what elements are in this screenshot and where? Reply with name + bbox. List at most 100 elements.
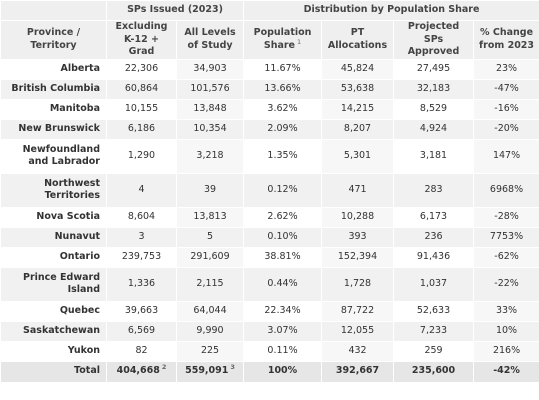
projected-cell: 1,037 [393, 266, 475, 302]
projected-cell: 91,436 [393, 246, 475, 268]
all-levels-cell: 9,990 [175, 320, 245, 342]
change-cell: 147% [473, 138, 539, 174]
total-pt-allocations-cell: 392,667 [321, 360, 395, 383]
col-header-population-share-label: Population Share [253, 27, 312, 51]
total-projected-cell: 235,600 [393, 360, 475, 383]
col-header-change: % Change from 2023 [473, 20, 539, 60]
excluding-cell: 6,186 [106, 118, 177, 140]
province-cell: New Brunswick [0, 118, 107, 140]
footnote-link-3[interactable]: 3 [230, 363, 235, 372]
pt-allocations-cell: 87,722 [321, 300, 395, 322]
province-cell: Manitoba [0, 98, 107, 120]
excluding-cell: 82 [106, 340, 177, 362]
change-cell: 216% [473, 340, 539, 362]
pt-allocations-cell: 53,638 [321, 78, 395, 100]
table-row: New Brunswick 6,186 10,354 2.09% 8,207 4… [0, 118, 539, 140]
study-permit-table: SPs Issued (2023) Distribution by Popula… [0, 0, 539, 383]
projected-cell: 3,181 [393, 138, 475, 174]
excluding-cell: 6,569 [106, 320, 177, 342]
all-levels-cell: 10,354 [175, 118, 245, 140]
total-all-levels-value: 559,091 [185, 365, 229, 377]
excluding-cell: 22,306 [106, 58, 177, 80]
population-share-cell: 13.66% [243, 78, 323, 100]
footnote-link-2[interactable]: 2 [161, 363, 167, 372]
excluding-cell: 3 [106, 226, 177, 248]
pt-allocations-cell: 45,824 [321, 58, 395, 80]
projected-cell: 32,183 [393, 78, 475, 100]
population-share-cell: 38.81% [243, 246, 323, 268]
footnote-link-1[interactable]: 1 [297, 37, 302, 46]
pt-allocations-cell: 10,288 [321, 206, 395, 228]
change-cell: -28% [473, 206, 539, 228]
pt-allocations-cell: 152,394 [321, 246, 395, 268]
population-share-cell: 0.11% [243, 340, 323, 362]
pt-allocations-cell: 471 [321, 172, 395, 208]
province-cell: Saskatchewan [0, 320, 107, 342]
change-cell: -62% [473, 246, 539, 268]
excluding-cell: 10,155 [106, 98, 177, 120]
table-row: Ontario 239,753 291,609 38.81% 152,394 9… [0, 246, 539, 268]
population-share-cell: 22.34% [243, 300, 323, 322]
province-cell: Northwest Territories [0, 172, 107, 208]
projected-cell: 4,924 [393, 118, 475, 140]
change-cell: 10% [473, 320, 539, 342]
province-cell: Nunavut [0, 226, 107, 248]
pt-allocations-cell: 8,207 [321, 118, 395, 140]
excluding-cell: 1,336 [106, 266, 177, 302]
table-body: Alberta 22,306 34,903 11.67% 45,824 27,4… [0, 58, 539, 383]
projected-cell: 259 [393, 340, 475, 362]
excluding-cell: 8,604 [106, 206, 177, 228]
all-levels-cell: 225 [175, 340, 245, 362]
total-change-cell: -42% [473, 360, 539, 383]
province-cell: Ontario [0, 246, 107, 268]
excluding-cell: 60,864 [106, 78, 177, 100]
change-cell: 7753% [473, 226, 539, 248]
header-group-sps-issued: SPs Issued (2023) [105, 0, 245, 21]
projected-cell: 6,173 [393, 206, 475, 228]
total-population-share-cell: 100% [243, 360, 323, 383]
all-levels-cell: 291,609 [175, 246, 245, 268]
population-share-cell: 1.35% [243, 138, 323, 174]
pt-allocations-cell: 5,301 [321, 138, 395, 174]
projected-cell: 283 [393, 172, 475, 208]
province-cell: British Columbia [0, 78, 107, 100]
population-share-cell: 11.67% [243, 58, 323, 80]
table-row: Nova Scotia 8,604 13,813 2.62% 10,288 6,… [0, 206, 539, 228]
table-row: Quebec 39,663 64,044 22.34% 87,722 52,63… [0, 300, 539, 322]
population-share-cell: 3.07% [243, 320, 323, 342]
excluding-cell: 1,290 [106, 138, 177, 174]
total-label-cell: Total [0, 360, 107, 383]
excluding-cell: 39,663 [106, 300, 177, 322]
table-row: Northwest Territories 4 39 0.12% 471 283… [0, 172, 539, 208]
province-cell: Nova Scotia [0, 206, 107, 228]
table-row: Nunavut 3 5 0.10% 393 236 7753% [0, 226, 539, 248]
all-levels-cell: 101,576 [175, 78, 245, 100]
all-levels-cell: 13,813 [175, 206, 245, 228]
change-cell: 23% [473, 58, 539, 80]
population-share-cell: 2.62% [243, 206, 323, 228]
population-share-cell: 0.44% [243, 266, 323, 302]
change-cell: 6968% [473, 172, 539, 208]
table-row: Newfoundland and Labrador 1,290 3,218 1.… [0, 138, 539, 174]
col-header-pt-allocations: PT Allocations [321, 20, 395, 60]
total-all-levels-cell: 559,091 3 [175, 360, 245, 383]
table-row: Prince Edward Island 1,336 2,115 0.44% 1… [0, 266, 539, 302]
population-share-cell: 2.09% [243, 118, 323, 140]
table-row: Saskatchewan 6,569 9,990 3.07% 12,055 7,… [0, 320, 539, 342]
change-cell: -16% [473, 98, 539, 120]
projected-cell: 52,633 [393, 300, 475, 322]
all-levels-cell: 13,848 [175, 98, 245, 120]
change-cell: -47% [473, 78, 539, 100]
change-cell: -20% [473, 118, 539, 140]
pt-allocations-cell: 393 [321, 226, 395, 248]
total-row: Total 404,668 2 559,091 3 100% 392,667 235… [0, 360, 539, 383]
all-levels-cell: 3,218 [175, 138, 245, 174]
col-header-projected: Projected SPs Approved [393, 20, 475, 60]
table-row: Alberta 22,306 34,903 11.67% 45,824 27,4… [0, 58, 539, 80]
excluding-cell: 239,753 [106, 246, 177, 268]
all-levels-cell: 39 [175, 172, 245, 208]
projected-cell: 7,233 [393, 320, 475, 342]
total-excluding-value: 404,668 [116, 365, 160, 377]
all-levels-cell: 64,044 [175, 300, 245, 322]
excluding-cell: 4 [106, 172, 177, 208]
